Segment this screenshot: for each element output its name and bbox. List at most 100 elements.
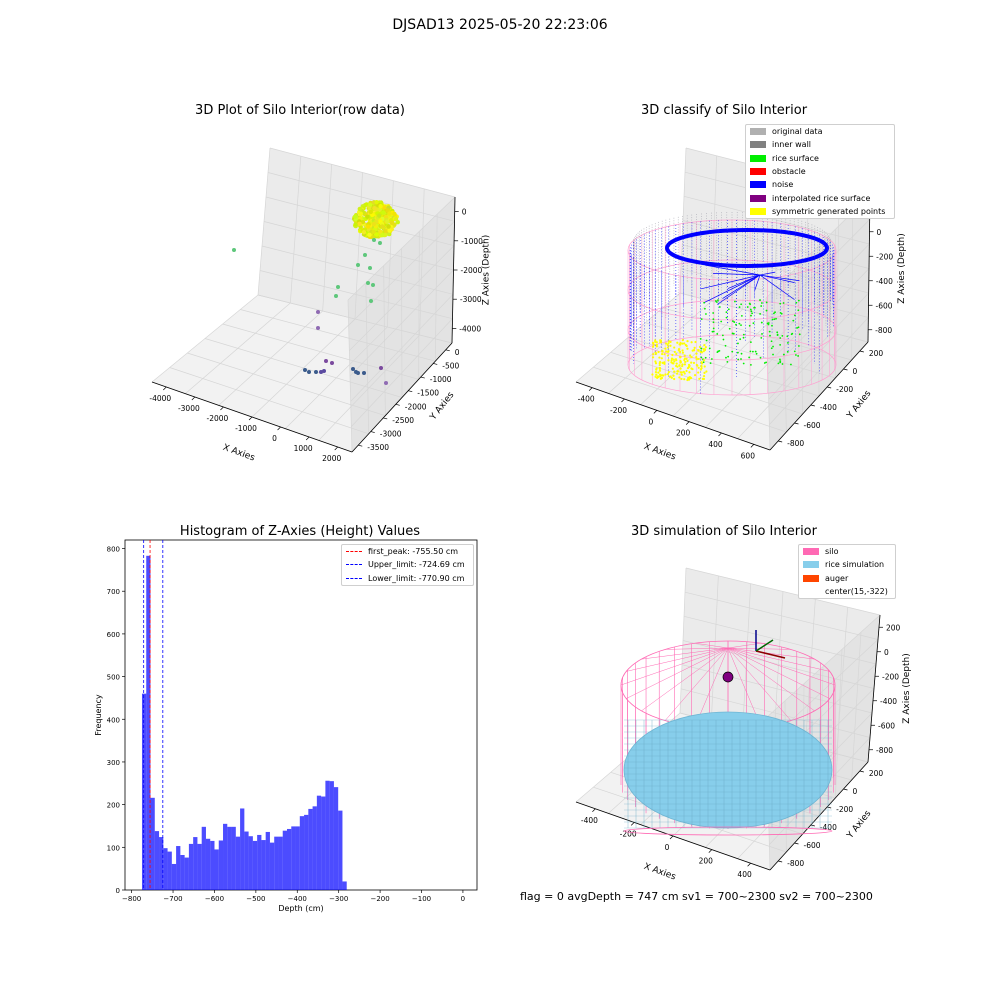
raw-point: [383, 229, 389, 234]
cls-symmetric-point: [655, 341, 658, 344]
legend-entry: symmetric generated points: [746, 205, 894, 218]
sim-y-tick: [794, 842, 799, 845]
cls-rice-point: [759, 313, 762, 315]
cls-rice-point: [760, 302, 763, 304]
raw-point: [380, 232, 385, 238]
sim-silo-roof-wire: [620, 647, 729, 686]
cls-rice-point: [727, 308, 730, 311]
cls-rice-point: [753, 306, 756, 309]
cls-symmetric-point: [687, 363, 691, 366]
cls-symmetric-point: [671, 367, 674, 370]
cls-x-tick: [750, 444, 755, 448]
cls-y-tick: [810, 404, 815, 407]
cls-rice-point: [760, 305, 763, 307]
raw-point: [352, 214, 358, 219]
sim-gridline-z: [685, 567, 881, 616]
legend-label: interpolated rice surface: [772, 193, 871, 203]
histogram-bar: [205, 838, 211, 890]
cls-symmetric-point: [667, 342, 670, 345]
raw-point: [316, 326, 320, 330]
cls-x-tick: [685, 421, 690, 425]
raw-z-tick-label: -4000: [459, 324, 481, 333]
cls-y-tick: [827, 386, 832, 389]
cls-symmetric-point: [695, 355, 698, 359]
sim-y-tick-label: -400: [820, 823, 837, 832]
cls-rice-point: [751, 312, 753, 315]
legend-label: silo: [825, 547, 839, 557]
sim-y-tick: [859, 770, 864, 773]
cls-rice-point: [776, 331, 779, 334]
legend-label: center(15,-322): [825, 587, 888, 597]
histogram-bar: [316, 795, 322, 890]
cls-symmetric-point: [657, 350, 660, 354]
cls-rice-point: [737, 358, 740, 361]
cls-rice-point: [726, 360, 729, 363]
raw-y-tick-label: -2500: [392, 416, 414, 425]
histogram-bar: [269, 842, 275, 890]
legend-entry: inner wall: [746, 138, 894, 151]
raw-x-tick-label: -2000: [207, 414, 229, 423]
histogram-bar: [171, 863, 177, 890]
cls-rice-point: [752, 350, 754, 353]
cls-rice-point: [742, 362, 745, 365]
cls-z-tick-label: -200: [876, 252, 893, 261]
cls-rice-point: [797, 299, 800, 302]
cls-rice-point: [716, 351, 719, 354]
cls-symmetric-point: [680, 373, 683, 376]
sim-z-tick-label: -200: [882, 672, 899, 681]
sim-auger-marker: [722, 671, 734, 683]
raw-y-tick: [370, 431, 375, 433]
legend-swatch: [750, 128, 766, 136]
sim-z-tick-label: 200: [886, 623, 901, 632]
cls-x-tick: [621, 398, 625, 403]
histogram-bar: [299, 816, 305, 890]
cls-symmetric-point: [655, 343, 658, 346]
cls-rice-point: [750, 310, 753, 313]
cls-rice-point: [779, 312, 782, 314]
cls-noise-line: [759, 274, 795, 300]
cls-rice-point: [779, 302, 782, 305]
cls-symmetric-point: [670, 361, 673, 364]
cls-rice-point: [759, 299, 761, 301]
cls-rice-point: [699, 338, 702, 340]
histogram-bar: [304, 814, 309, 890]
cls-rice-point: [790, 363, 792, 366]
raw-point: [362, 371, 366, 375]
histogram-bar: [218, 840, 224, 890]
raw-point: [389, 220, 394, 226]
cls-rice-point: [779, 343, 782, 346]
cls-rice-point: [761, 333, 763, 335]
histogram-y-tick-label: 500: [107, 674, 120, 682]
cls-symmetric-point: [660, 352, 664, 356]
raw-point: [360, 219, 366, 225]
cls-symmetric-point: [698, 345, 702, 349]
cls-rice-point: [712, 327, 715, 330]
raw-point: [393, 216, 399, 222]
raw-point: [356, 263, 360, 267]
raw-point: [385, 208, 390, 213]
sim-x-tick-label: 200: [699, 857, 714, 866]
raw-point: [374, 232, 380, 237]
cls-y-tick-label: 0: [853, 367, 858, 376]
legend-label: auger: [825, 573, 849, 583]
cls-symmetric-point: [673, 360, 676, 363]
histogram-bar: [180, 855, 185, 890]
cls-symmetric-point: [681, 338, 684, 342]
cls-rice-point: [770, 340, 773, 343]
cls-symmetric-point: [699, 368, 702, 371]
histogram-x-tick-label: −600: [205, 895, 224, 903]
cls-symmetric-point: [666, 343, 669, 347]
raw-point: [369, 299, 373, 303]
cls-symmetric-point: [677, 370, 680, 373]
sim-z-tick-label: -600: [878, 721, 895, 730]
cls-symmetric-point: [700, 361, 703, 364]
cls-rice-point: [703, 301, 706, 304]
histogram-x-tick-label: −700: [163, 895, 182, 903]
cls-symmetric-point: [663, 361, 666, 364]
cls-rice-point: [708, 347, 711, 350]
cls-rice-point: [797, 345, 800, 347]
cls-rice-point: [700, 356, 703, 359]
cls-symmetric-point: [686, 359, 689, 363]
cls-noise-line: [704, 264, 761, 276]
cls-x-tick: [588, 387, 593, 391]
